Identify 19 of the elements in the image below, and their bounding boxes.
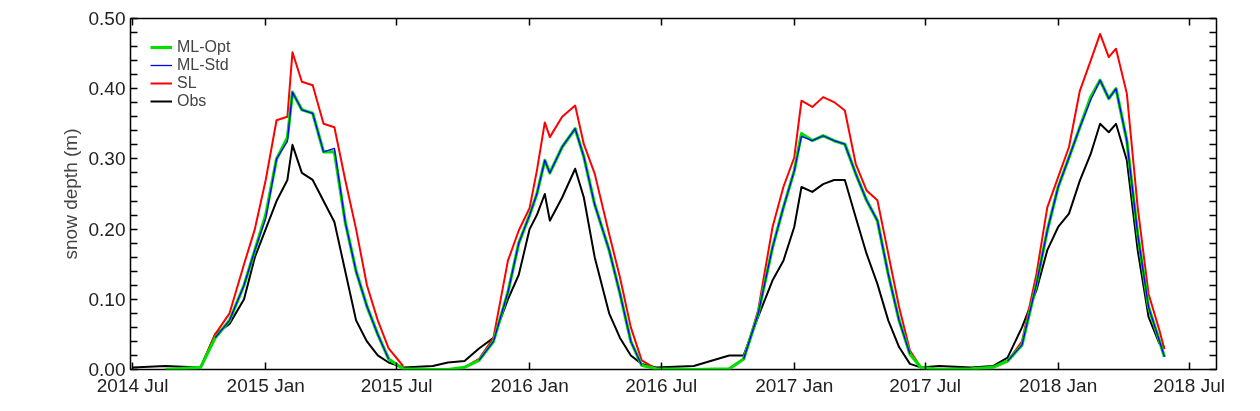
x-tick-label: 2018 Jan <box>1019 374 1098 396</box>
x-tick-label: 2017 Jan <box>755 374 834 396</box>
y-tick-label: 0.40 <box>88 78 126 100</box>
y-tick-label: 0.20 <box>88 218 126 240</box>
x-tick-label: 2015 Jul <box>360 374 433 396</box>
y-tick-label: 0.00 <box>88 359 126 380</box>
legend-label: ML-Opt <box>177 38 231 56</box>
legend-label: SL <box>177 74 197 92</box>
y-axis-title: snow depth (m) <box>59 128 81 260</box>
x-tick-label: 2018 Jul <box>1153 374 1225 396</box>
y-tick-label: 0.10 <box>88 288 126 310</box>
y-tick-label: 0.50 <box>88 8 126 29</box>
x-tick-label: 2015 Jan <box>226 374 305 396</box>
x-tick-label: 2017 Jul <box>889 374 962 396</box>
x-tick-label: 2016 Jan <box>490 374 569 396</box>
legend-label: ML-Std <box>177 56 229 74</box>
y-tick-label: 0.30 <box>88 148 126 170</box>
legend-label: Obs <box>177 92 207 110</box>
x-tick-label: 2016 Jul <box>625 374 698 396</box>
